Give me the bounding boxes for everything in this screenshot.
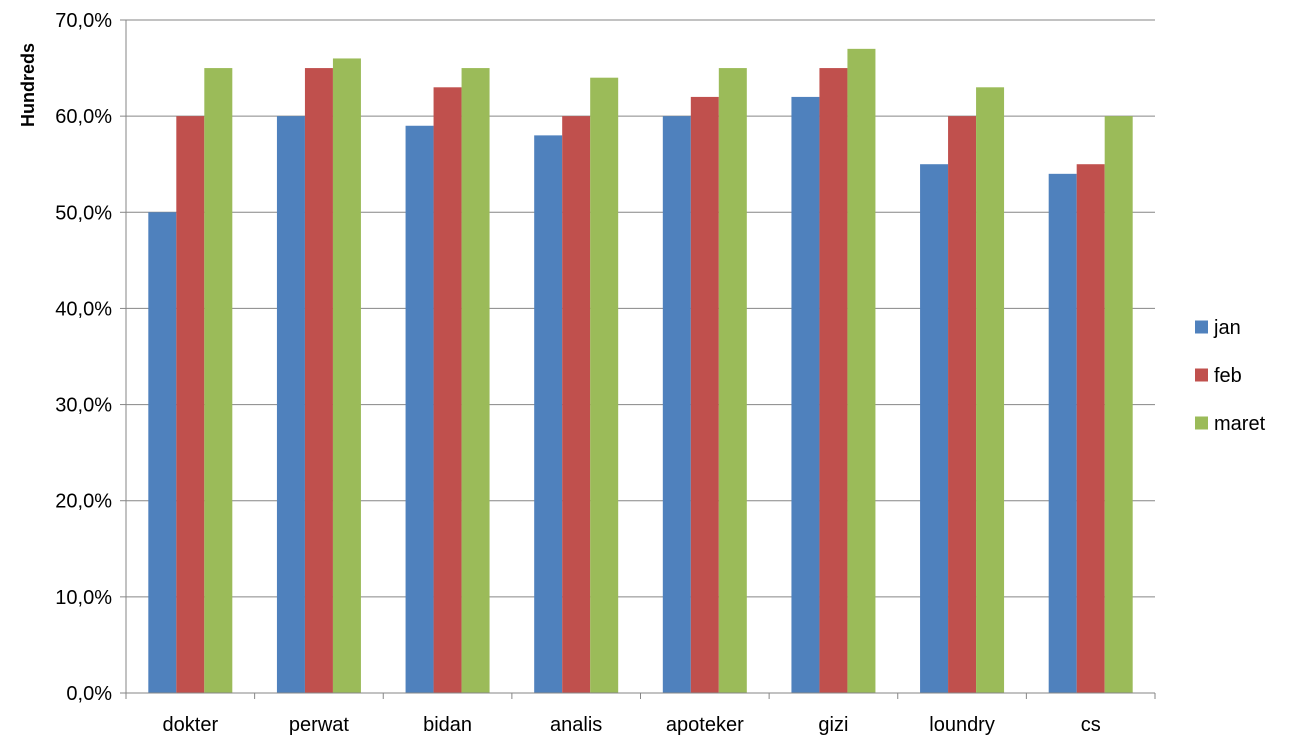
- y-tick-label: 50,0%: [55, 202, 112, 224]
- x-tick-label: dokter: [163, 714, 219, 736]
- x-tick-label: cs: [1081, 714, 1101, 736]
- bars: [148, 48, 1133, 694]
- x-tick-label: loundry: [929, 714, 995, 736]
- bar-jan-dokter: [148, 212, 177, 694]
- x-tick-label: perwat: [289, 714, 349, 736]
- bar-maret-apoteker: [718, 68, 747, 694]
- bar-jan-analis: [534, 135, 563, 693]
- bar-jan-cs: [1048, 173, 1077, 694]
- bar-jan-gizi: [791, 96, 820, 693]
- x-tick-label: analis: [550, 714, 602, 736]
- bar-feb-cs: [1076, 164, 1105, 693]
- legend-label-jan: jan: [1213, 317, 1241, 339]
- y-tick-label: 20,0%: [55, 491, 112, 513]
- bar-jan-loundry: [920, 164, 949, 693]
- legend-swatch-jan: [1195, 320, 1208, 334]
- bar-jan-perwat: [276, 116, 305, 693]
- bar-maret-cs: [1104, 116, 1133, 693]
- y-tick-label: 60,0%: [55, 106, 112, 128]
- legend-swatch-maret: [1195, 416, 1208, 430]
- legend-label-feb: feb: [1214, 365, 1242, 387]
- y-tick-label: 40,0%: [55, 298, 112, 320]
- y-tick-label: 30,0%: [55, 395, 112, 417]
- y-tick-label: 70,0%: [55, 10, 112, 32]
- bar-feb-loundry: [948, 116, 977, 693]
- bar-maret-bidan: [461, 68, 490, 694]
- bar-maret-loundry: [976, 87, 1005, 694]
- bar-feb-apoteker: [690, 96, 719, 693]
- x-tick-label: bidan: [423, 714, 472, 736]
- x-tick-label: apoteker: [666, 714, 744, 736]
- bar-maret-gizi: [847, 48, 876, 694]
- bar-feb-dokter: [176, 116, 205, 693]
- bar-feb-gizi: [819, 68, 848, 694]
- bar-jan-bidan: [405, 125, 434, 693]
- y-axis-ticks: 0,0% 10,0% 20,0% 30,0% 40,0% 50,0% 60,0% 70,0%: [55, 10, 126, 705]
- y-axis-title: Hundreds: [18, 43, 38, 127]
- legend: jan feb maret: [1195, 317, 1266, 435]
- y-tick-label: 0,0%: [66, 683, 112, 705]
- bar-maret-perwat: [332, 58, 361, 693]
- y-tick-label: 10,0%: [55, 587, 112, 609]
- bar-maret-analis: [590, 77, 619, 693]
- x-tick-label: gizi: [818, 714, 848, 736]
- bar-feb-analis: [562, 116, 591, 693]
- legend-label-maret: maret: [1214, 413, 1266, 435]
- bar-maret-dokter: [204, 68, 233, 694]
- legend-swatch-feb: [1195, 368, 1208, 382]
- bar-feb-bidan: [433, 87, 462, 694]
- bar-jan-apoteker: [662, 116, 691, 693]
- x-axis-ticks: dokter perwat bidan analis apoteker gizi lound…: [125, 693, 1156, 736]
- bar-feb-perwat: [304, 68, 333, 694]
